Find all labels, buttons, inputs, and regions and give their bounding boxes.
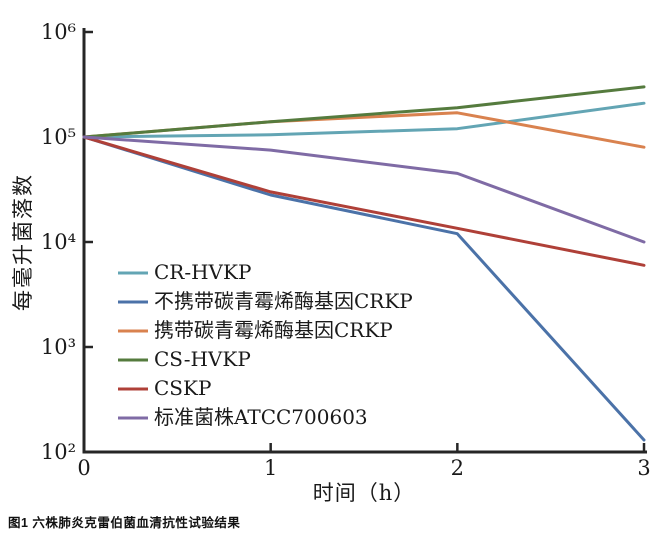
- series-line-CS-HVKP: [82, 85, 646, 139]
- x-tick-label: 3: [637, 456, 650, 480]
- y-tick-label: 10²: [41, 440, 76, 464]
- y-tick-label: 10³: [41, 335, 76, 359]
- x-axis-title: 时间（h）: [313, 481, 416, 505]
- y-tick-label: 10⁴: [41, 230, 76, 254]
- legend-label: 不携带碳青霉烯酶基因CRKP: [154, 289, 413, 313]
- figure-caption: 图1 六株肺炎克雷伯菌血清抗性试验结果: [8, 516, 241, 530]
- series-line-ATCC700603: [82, 135, 646, 244]
- y-tick-label: 10⁶: [41, 20, 76, 44]
- series-line-CR-HVKP: [82, 101, 646, 139]
- legend-label: CS-HVKP: [154, 347, 251, 371]
- legend-label: 标准菌株ATCC700603: [154, 405, 368, 429]
- legend-label: CR-HVKP: [154, 260, 251, 284]
- y-axis-title: 每毫升菌落数: [11, 173, 35, 311]
- legend-label: 携带碳青霉烯酶基因CRKP: [154, 318, 393, 342]
- y-tick-label: 10⁵: [41, 125, 76, 149]
- legend-label: CSKP: [154, 376, 211, 400]
- series-line-CSKP: [82, 135, 646, 267]
- x-tick-label: 1: [264, 456, 277, 480]
- x-tick-label: 0: [77, 456, 90, 480]
- x-tick-label: 2: [451, 456, 464, 480]
